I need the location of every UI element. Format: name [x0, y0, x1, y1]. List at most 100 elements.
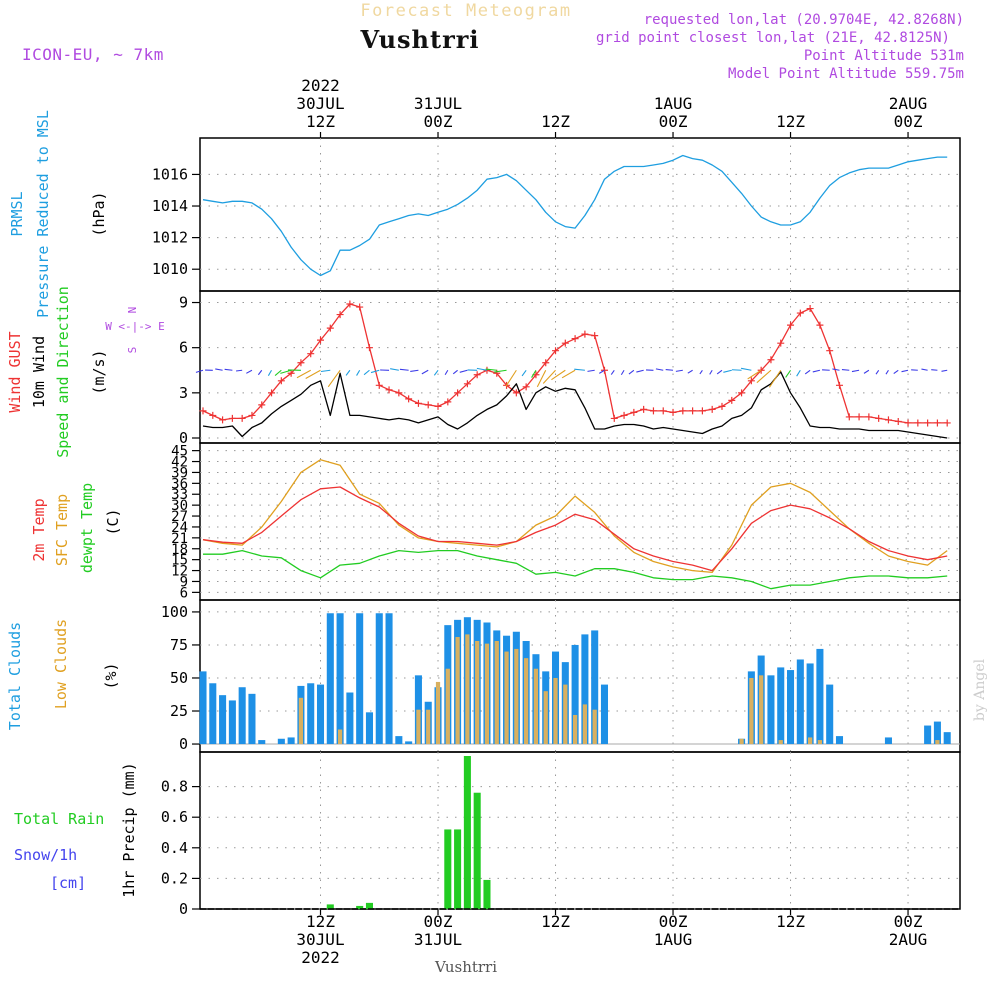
gust-point [669, 408, 677, 416]
pressure-ylabel-2: Pressure Reduced to MSL [34, 110, 52, 318]
wind-panel: Wind GUST 10m Wind Speed and Direction (… [6, 286, 961, 458]
wind-direction-arrow [901, 369, 909, 373]
y-tick-label: 100 [161, 603, 188, 621]
wind-direction-arrow [768, 369, 782, 388]
total-cloud-bar [228, 700, 236, 745]
temp-ylabel-sfc: SFC Temp [53, 494, 71, 566]
cloud-ylabel-total: Total Clouds [6, 622, 24, 730]
wind-direction-arrow [587, 369, 595, 372]
bottom-time-label: 12Z [306, 912, 335, 931]
total-cloud-bar [395, 736, 403, 745]
total-cloud-bar [248, 693, 256, 745]
low-cloud-bar [337, 729, 343, 745]
gust-point [620, 411, 628, 419]
wind-direction-arrow [536, 370, 547, 388]
wind-direction-arrow [756, 369, 772, 384]
gust-point [238, 414, 246, 422]
y-tick-label: 75 [170, 636, 188, 654]
y-tick-label: 0 [179, 900, 188, 918]
rain-bar [463, 756, 471, 909]
cloud-ylabel-low: Low Clouds [52, 619, 70, 709]
temp-ylabel-2m: 2m Temp [30, 498, 48, 561]
y-tick-label: 0 [179, 429, 188, 447]
wind-direction-arrow [390, 368, 399, 371]
wind-direction-arrow [875, 369, 880, 375]
total-cloud-bar [924, 725, 932, 745]
bottom-time-label: 30JUL [296, 930, 344, 949]
y-tick-label: 25 [170, 702, 188, 720]
temperature-panel: 2m Temp SFC Temp dewpt Temp (C) 69121518… [30, 442, 961, 601]
wind-direction-arrow [452, 369, 458, 375]
wind-direction-arrow [740, 367, 752, 371]
gust-point [219, 416, 227, 424]
wind-direction-arrow [699, 369, 703, 375]
gust-point [777, 339, 785, 347]
pressure-series-line [202, 154, 948, 277]
gust-point [610, 414, 618, 422]
wind-direction-arrow [485, 368, 497, 371]
gust-point [356, 303, 364, 311]
gust-point [571, 335, 579, 343]
bottom-time-label: 00Z [894, 912, 923, 931]
total-cloud-bar [375, 613, 383, 745]
wind-direction-arrow [224, 368, 233, 371]
total-cloud-bar [307, 683, 315, 745]
wind-direction-arrow [267, 369, 273, 376]
precip-label-cm: [cm] [50, 874, 86, 892]
wind-direction-arrow [327, 369, 341, 388]
gust-point [816, 321, 824, 329]
watermark: by Angel [972, 658, 988, 721]
rain-bar [454, 829, 462, 909]
wind-direction-arrow [356, 369, 361, 376]
gust-point [258, 401, 266, 409]
gust-point [463, 380, 471, 388]
wind-direction-arrow [363, 369, 370, 376]
wind-direction-arrow [505, 369, 517, 387]
gust-point [228, 414, 236, 422]
wind-direction-arrow [521, 369, 527, 377]
wind-direction-arrow [620, 369, 625, 376]
wind-direction-arrow [542, 369, 556, 384]
wind-direction-arrow [893, 369, 899, 374]
low-cloud-bar [426, 709, 431, 745]
wind-direction-arrow [675, 369, 683, 372]
y-tick-label: 3 [179, 384, 188, 402]
y-tick-label: 6 [179, 339, 188, 357]
chart-title: Forecast Meteogram [360, 1, 571, 21]
top-time-label: 12Z [306, 112, 335, 131]
total-cloud-bar [385, 613, 393, 745]
gust-point [747, 377, 755, 385]
total-cloud-bar [571, 644, 579, 745]
total-cloud-bar [826, 684, 834, 745]
wind-direction-arrow [444, 369, 449, 376]
wind-direction-arrow [812, 369, 821, 373]
wind-direction-arrow [747, 369, 762, 380]
total-cloud-bar [787, 670, 795, 745]
model-label: ICON-EU, ~ 7km [22, 45, 164, 64]
total-cloud-bar [943, 732, 951, 745]
gust-point [317, 336, 325, 344]
top-time-label: 31JUL [414, 94, 462, 113]
y-tick-label: 0.2 [161, 869, 188, 887]
gust-point [826, 347, 834, 355]
wind-direction-arrow [370, 369, 380, 374]
compass-west-east: W <-|-> E [105, 320, 165, 333]
low-cloud-bar [572, 714, 578, 745]
top-time-label: 30JUL [296, 94, 344, 113]
y-tick-label: 0.8 [161, 778, 188, 796]
precip-label-snow: Snow/1h [14, 846, 77, 864]
gust-point [591, 332, 599, 340]
wind-direction-arrow [531, 369, 537, 378]
gust-point [454, 389, 462, 397]
bottom-time-label: 2022 [301, 948, 340, 967]
bottom-time-label: 31JUL [414, 930, 462, 949]
total-cloud-bar [287, 737, 295, 745]
point-altitude: Point Altitude 531m [804, 48, 964, 64]
wind-direction-arrow [851, 369, 860, 373]
wind-direction-arrow [731, 369, 742, 371]
wind-ylabel-dir: Speed and Direction [54, 286, 72, 458]
total-cloud-bar [581, 634, 589, 745]
wind-direction-arrow [433, 369, 439, 376]
top-time-label: 1AUG [654, 94, 693, 113]
y-tick-label: 30 [171, 498, 188, 514]
